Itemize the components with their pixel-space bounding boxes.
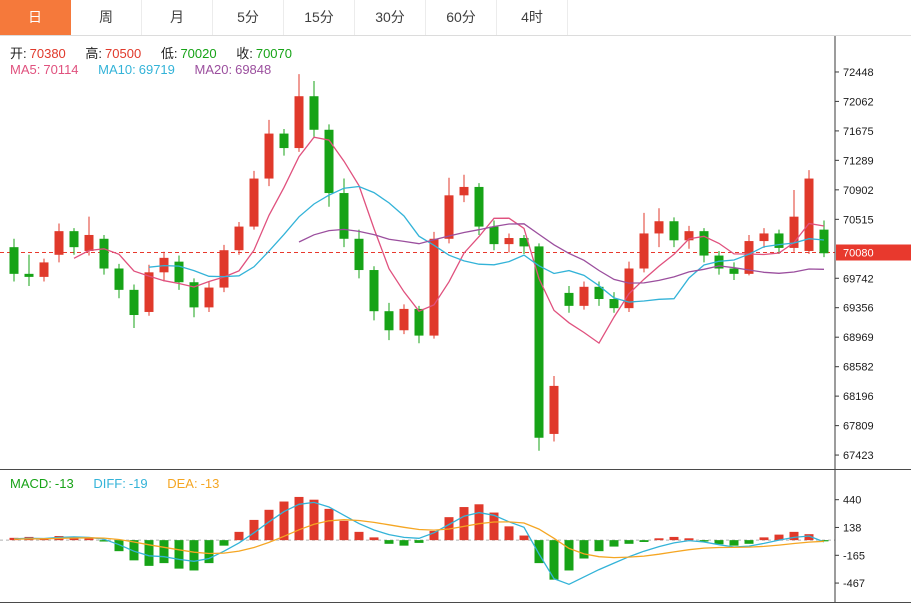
close-readout: 收: 70070 (236, 46, 292, 61)
ma-readout: MA5: 70114 MA10: 69719 MA20: 69848 (10, 62, 287, 77)
macd-readout: MACD: -13 DIFF: -19 DEA: -13 (10, 476, 235, 491)
tab-day[interactable]: 日 (0, 0, 71, 35)
tab-15min[interactable]: 15分 (284, 0, 355, 35)
svg-text:138: 138 (843, 522, 861, 534)
svg-text:-467: -467 (843, 578, 865, 590)
ohlc-readout: 开: 70380 高: 70500 低: 70020 收: 70070 (10, 43, 308, 62)
macd-lines-layer (13, 501, 825, 586)
macd-axis: 440 138 -165 -467 (834, 470, 865, 602)
svg-text:70080: 70080 (843, 248, 874, 260)
current-price-marker: 70080 (836, 244, 911, 261)
svg-text:68196: 68196 (843, 391, 874, 403)
svg-text:70902: 70902 (843, 185, 874, 197)
svg-text:72448: 72448 (843, 67, 874, 79)
period-tab-bar: 日 周 月 5分 15分 30分 60分 4时 (0, 0, 911, 36)
tab-30min[interactable]: 30分 (355, 0, 426, 35)
svg-text:70515: 70515 (843, 214, 874, 226)
macd-panel: MACD: -13 DIFF: -19 DEA: -13 440 138 -165 -467 (0, 469, 911, 603)
svg-text:68582: 68582 (843, 362, 874, 374)
svg-text:67809: 67809 (843, 421, 874, 433)
tab-month[interactable]: 月 (142, 0, 213, 35)
price-axis: 72448 72062 71675 71289 70902 70515 69742 69356… (834, 36, 874, 469)
low-readout: 低: 70020 (160, 46, 217, 61)
svg-text:69742: 69742 (843, 273, 874, 285)
dea-value-readout: DEA: -13 (167, 476, 220, 491)
svg-text:69356: 69356 (843, 303, 874, 315)
svg-text:-165: -165 (843, 550, 865, 562)
tab-5min[interactable]: 5分 (213, 0, 284, 35)
ma-lines-layer (73, 136, 825, 345)
tab-4hour[interactable]: 4时 (497, 0, 568, 35)
svg-text:68969: 68969 (843, 332, 874, 344)
tab-60min[interactable]: 60分 (426, 0, 497, 35)
open-readout: 开: 70380 (10, 46, 66, 61)
svg-text:71289: 71289 (843, 155, 874, 167)
high-readout: 高: 70500 (85, 46, 142, 61)
ma5-readout: MA5: 70114 (10, 62, 79, 77)
ma10-readout: MA10: 69719 (98, 62, 175, 77)
diff-value-readout: DIFF: -19 (93, 476, 148, 491)
macd-value-readout: MACD: -13 (10, 476, 74, 491)
svg-text:67423: 67423 (843, 450, 874, 462)
ma20-readout: MA20: 69848 (194, 62, 272, 77)
tab-week[interactable]: 周 (71, 0, 142, 35)
candlestick-chart[interactable]: 72448 72062 71675 71289 70902 70515 69742 69356… (0, 36, 911, 469)
svg-text:72062: 72062 (843, 96, 874, 108)
svg-text:440: 440 (843, 495, 861, 507)
macd-chart[interactable]: 440 138 -165 -467 (0, 470, 911, 602)
main-chart-panel: 开: 70380 高: 70500 低: 70020 收: 70070 MA5: 7011… (0, 36, 911, 469)
svg-text:71675: 71675 (843, 126, 874, 138)
candles-layer (9, 74, 829, 451)
